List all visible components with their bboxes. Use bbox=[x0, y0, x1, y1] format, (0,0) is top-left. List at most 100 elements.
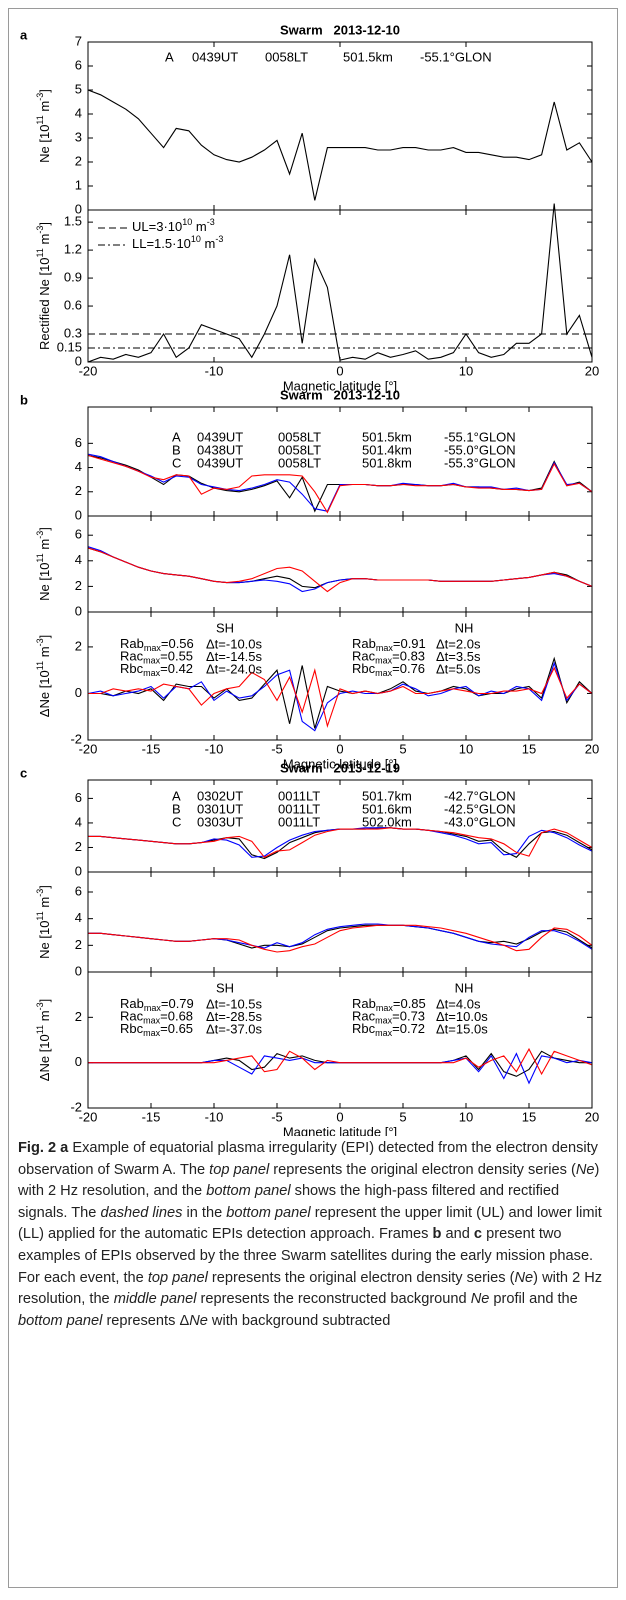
y-axis-label: Ne [1011 m-3] bbox=[35, 527, 52, 601]
panel-label: c bbox=[20, 765, 27, 780]
y-axis-label: Ne [1011 m-3] bbox=[35, 89, 52, 163]
stat-subscript: max bbox=[143, 656, 161, 666]
text-part: m bbox=[201, 236, 215, 251]
x-tick-label: 10 bbox=[459, 363, 473, 378]
annotation: -42.7°GLON bbox=[444, 788, 516, 803]
text-part: ΔNe [10 bbox=[37, 1034, 52, 1081]
axes-frame bbox=[87, 406, 593, 517]
caption-run: top panel bbox=[209, 1161, 270, 1178]
stat-subscript: max bbox=[375, 1028, 393, 1038]
annotation: A bbox=[172, 429, 181, 444]
stat-label: Rbcmax=0.76 bbox=[352, 661, 425, 678]
y-tick-label: 2 bbox=[75, 1009, 82, 1024]
stat-label: Rbcmax=0.42 bbox=[120, 661, 193, 678]
caption-run: middle panel bbox=[113, 1291, 197, 1308]
hemisphere-label: SH bbox=[216, 980, 234, 995]
caption-run: with background subtracted bbox=[207, 1312, 391, 1329]
text-part: ] bbox=[37, 885, 52, 889]
annotation: 0301UT bbox=[197, 801, 243, 816]
caption-run: represent the upper limit (UL) and lower… bbox=[18, 1204, 602, 1243]
caption-run: Example of equatorial plasma irregularit… bbox=[18, 1140, 598, 1178]
caption-run: ) with 2 Hz resolution, and the bbox=[18, 1161, 600, 1200]
data-line bbox=[88, 924, 593, 949]
text-part: ] bbox=[37, 222, 52, 226]
stat-value: =0.68 bbox=[160, 1009, 193, 1024]
stat-lag: Δt=10.0s bbox=[436, 1009, 488, 1024]
stat-label: Rbcmax=0.72 bbox=[352, 1021, 425, 1038]
panel-title: Swarm 2013-12-10 bbox=[280, 387, 400, 402]
annotation: -55.1°GLON bbox=[444, 429, 516, 444]
stat-subscript: max bbox=[376, 1003, 394, 1013]
annotation: 501.5km bbox=[362, 429, 412, 444]
y-tick-label: 4 bbox=[75, 459, 82, 474]
annotation: 0011LT bbox=[278, 801, 320, 816]
caption-run: Ne bbox=[189, 1312, 208, 1329]
stat-label: Rabmax=0.91 bbox=[352, 636, 426, 653]
y-tick-label: 0.6 bbox=[64, 297, 82, 312]
panel-title: Swarm 2013-12-10 bbox=[280, 22, 400, 37]
superscript: 10 bbox=[191, 234, 201, 244]
stat-name: Rac bbox=[120, 649, 144, 664]
x-tick-label: 5 bbox=[399, 1109, 406, 1124]
x-tick-label: -10 bbox=[205, 363, 224, 378]
hemisphere-label: NH bbox=[455, 980, 474, 995]
caption-run: bottom panel bbox=[18, 1312, 103, 1329]
y-tick-label: 0 bbox=[75, 963, 82, 978]
annotation: 502.0km bbox=[362, 814, 412, 829]
text-part: m bbox=[192, 219, 206, 234]
text-part: m bbox=[37, 539, 52, 553]
superscript: 10 bbox=[182, 217, 192, 227]
text-part: LL=1.5·10 bbox=[132, 236, 191, 251]
annotation: 0058LT bbox=[278, 442, 321, 457]
superscript: 11 bbox=[35, 115, 45, 124]
y-tick-label: 0.3 bbox=[64, 325, 82, 340]
y-axis-label: ΔNe [1011 m-3] bbox=[35, 999, 52, 1081]
caption-run: ) with 2 Hz resolution, the bbox=[18, 1269, 603, 1308]
y-axis-label: ΔNe [1011 m-3] bbox=[35, 635, 52, 717]
stat-label: Racmax=0.73 bbox=[352, 1009, 425, 1026]
stat-value: =0.72 bbox=[392, 1021, 425, 1036]
superscript: 11 bbox=[35, 1025, 45, 1034]
x-tick-label: -15 bbox=[142, 1109, 161, 1124]
axes-frame bbox=[87, 515, 593, 613]
y-tick-label: 0 bbox=[75, 201, 82, 216]
x-tick-label: 0 bbox=[336, 1109, 343, 1124]
text-part: m bbox=[37, 101, 52, 115]
x-tick-label: -20 bbox=[79, 741, 98, 756]
caption-run: Ne bbox=[470, 1291, 490, 1308]
stat-label: Rabmax=0.79 bbox=[120, 996, 194, 1013]
superscript: -3 bbox=[35, 531, 45, 539]
caption-run: b bbox=[432, 1226, 442, 1243]
superscript: -3 bbox=[35, 1002, 45, 1010]
caption-run: bottom panel bbox=[206, 1183, 291, 1200]
y-tick-label: 1.5 bbox=[64, 214, 82, 229]
legend-label: UL=3·1010 m-3 bbox=[132, 217, 215, 234]
x-tick-label: -15 bbox=[142, 741, 161, 756]
panel-label: a bbox=[20, 27, 28, 42]
stat-label: Racmax=0.83 bbox=[352, 649, 425, 666]
annotation: -55.0°GLON bbox=[444, 442, 516, 457]
y-tick-label: 1 bbox=[75, 177, 82, 192]
annotation: 501.7km bbox=[362, 788, 412, 803]
x-tick-label: 15 bbox=[522, 741, 536, 756]
stat-subscript: max bbox=[143, 668, 161, 678]
x-tick-label: 5 bbox=[399, 741, 406, 756]
annotation: 0438UT bbox=[197, 442, 243, 457]
stat-lag: Δt=3.5s bbox=[436, 649, 481, 664]
data-line bbox=[88, 827, 593, 858]
stat-name: Rac bbox=[352, 1009, 376, 1024]
x-tick-label: -20 bbox=[79, 363, 98, 378]
y-tick-label: 6 bbox=[75, 435, 82, 450]
stat-lag: Δt=5.0s bbox=[436, 661, 481, 676]
caption-run: represents the original electron density… bbox=[269, 1161, 576, 1178]
text-part: Ne [10 bbox=[37, 921, 52, 959]
stat-lag: Δt=-37.0s bbox=[206, 1021, 263, 1036]
x-tick-label: 10 bbox=[459, 1109, 473, 1124]
text-part: UL=3·10 bbox=[132, 219, 182, 234]
stat-name: Rac bbox=[120, 1009, 144, 1024]
x-tick-label: 15 bbox=[522, 1109, 536, 1124]
stat-subscript: max bbox=[376, 643, 394, 653]
x-tick-label: -10 bbox=[205, 741, 224, 756]
y-tick-label: 2 bbox=[75, 578, 82, 593]
annotation: 501.8km bbox=[362, 455, 412, 470]
